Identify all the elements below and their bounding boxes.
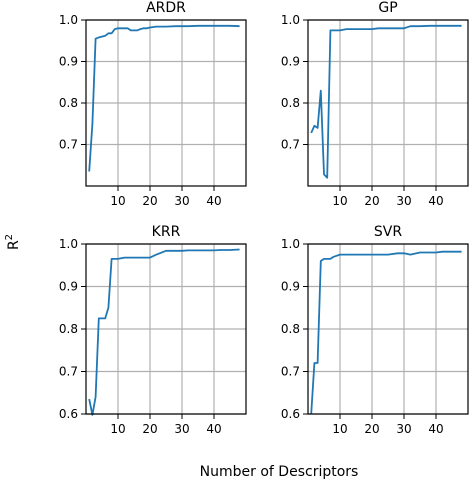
- chart-title: SVR: [374, 224, 402, 240]
- x-tick-label: 30: [174, 422, 189, 436]
- y-tick-label: 1.0: [281, 13, 300, 27]
- y-tick-label: 0.7: [281, 138, 300, 152]
- y-axis-label: R2: [4, 234, 22, 250]
- y-axis-label-sup: 2: [4, 234, 15, 240]
- x-tick-label: 40: [428, 194, 443, 208]
- x-tick-label: 10: [110, 422, 125, 436]
- chart-panel-svr: 0.6 0.7 0.8 0.9 1.0 10 20 30 40 SVR: [281, 224, 469, 436]
- series-line: [88, 24, 240, 172]
- x-tick-label: 20: [364, 194, 379, 208]
- y-tick-label: 0.8: [59, 96, 78, 110]
- y-tick-label: 0.8: [281, 322, 300, 336]
- x-tick-label: 20: [142, 422, 157, 436]
- y-tick-label: 0.6: [281, 407, 300, 421]
- chart-panel-krr: 0.6 0.7 0.8 0.9 1.0 10 20 30 40 KRR: [59, 224, 247, 436]
- series-line: [310, 250, 462, 415]
- y-axis-label-base: R: [6, 240, 22, 250]
- chart-title: GP: [378, 0, 397, 16]
- x-tick-label: 10: [110, 194, 125, 208]
- series-line: [88, 248, 240, 416]
- x-tick-label: 40: [206, 194, 221, 208]
- x-tick-label: 10: [332, 194, 347, 208]
- x-tick-label: 10: [332, 422, 347, 436]
- chart-panel-ardr: 0.7 0.8 0.9 1.0 10 20 30 40 ARDR: [59, 0, 247, 208]
- y-tick-label: 0.9: [281, 280, 300, 294]
- chart-title: KRR: [152, 224, 181, 240]
- x-tick-label: 20: [364, 422, 379, 436]
- y-tick-label: 0.9: [281, 55, 300, 69]
- y-tick-label: 0.7: [59, 138, 78, 152]
- series-line: [310, 24, 462, 179]
- chart-title: ARDR: [146, 0, 186, 16]
- y-tick-label: 1.0: [281, 237, 300, 251]
- y-tick-label: 1.0: [59, 13, 78, 27]
- y-tick-label: 0.7: [281, 365, 300, 379]
- x-tick-label: 30: [396, 194, 411, 208]
- x-tick-label: 20: [142, 194, 157, 208]
- y-tick-label: 0.7: [59, 365, 78, 379]
- y-tick-label: 0.8: [281, 96, 300, 110]
- chart-panel-gp: 0.7 0.8 0.9 1.0 10 20 30 40 GP: [281, 0, 469, 208]
- x-axis-label: Number of Descriptors: [200, 464, 359, 480]
- y-tick-label: 0.6: [59, 407, 78, 421]
- y-tick-label: 0.8: [59, 322, 78, 336]
- x-tick-label: 40: [206, 422, 221, 436]
- y-tick-label: 0.9: [59, 55, 78, 69]
- x-tick-label: 40: [428, 422, 443, 436]
- x-tick-label: 30: [396, 422, 411, 436]
- y-tick-label: 1.0: [59, 237, 78, 251]
- x-tick-label: 30: [174, 194, 189, 208]
- y-tick-label: 0.9: [59, 280, 78, 294]
